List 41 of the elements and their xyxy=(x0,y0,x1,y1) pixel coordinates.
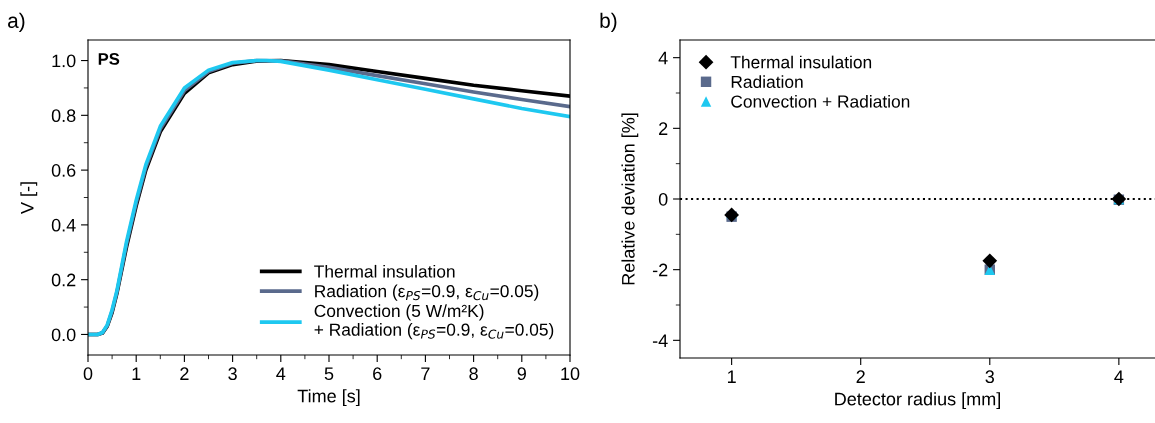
legend-label: Convection (5 W/m²K) + Radiation (ε$_{PS}$=0.9, ε$_{Cu}$=0.05) xyxy=(314,304,554,340)
x-tick-label: 1 xyxy=(727,370,736,383)
x-tick-label: 8 xyxy=(469,367,478,381)
y-tick-label: -4 xyxy=(652,334,668,347)
x-tick-label: 1 xyxy=(132,367,141,380)
y-tick-label: 4 xyxy=(658,51,668,65)
y-tick-label: 0 xyxy=(658,192,668,206)
point xyxy=(982,253,998,269)
x-tick-label: 3 xyxy=(228,367,237,381)
y-tick-label: 0.2 xyxy=(51,273,76,287)
legend-label: Thermal insulation xyxy=(730,55,872,69)
x-tick-label: 10 xyxy=(561,367,580,381)
x-tick-label: 6 xyxy=(373,367,382,381)
x-tick-label: 9 xyxy=(517,367,526,381)
y-axis-title: Relative deviation [%] xyxy=(621,113,639,285)
x-tick-label: 0 xyxy=(83,367,93,381)
x-tick-label: 3 xyxy=(985,370,995,384)
x-tick-label: 4 xyxy=(276,367,286,380)
legend-label: Thermal insulation xyxy=(314,264,455,278)
x-axis-title: Time [s] xyxy=(297,389,360,407)
x-tick-label: 5 xyxy=(324,367,334,381)
legend-label: Radiation xyxy=(731,75,803,89)
x-tick-label: 4 xyxy=(1114,370,1124,383)
y-tick-label: 0.4 xyxy=(51,218,76,232)
y-tick-label: 1.0 xyxy=(52,54,76,68)
point xyxy=(724,207,739,223)
y-tick-label: -2 xyxy=(652,263,668,277)
x-axis-title: Detector radius [mm] xyxy=(835,392,1000,410)
text: a) xyxy=(8,12,25,33)
legend-label: Radiation (ε$_{PS}$=0.9, ε$_{Cu}$=0.05) xyxy=(315,284,539,301)
y-tick-label: 0.0 xyxy=(51,328,76,342)
annotation: PS xyxy=(98,53,120,65)
x-tick-label: 2 xyxy=(856,370,865,383)
legend-label: Convection + Radiation xyxy=(731,94,910,108)
x-tick-label: 7 xyxy=(421,367,430,380)
y-axis-title: V [-] xyxy=(20,182,38,214)
y-tick-label: 2 xyxy=(659,122,668,135)
y-tick-label: 0.8 xyxy=(51,109,76,123)
text: b) xyxy=(600,12,617,33)
x-tick-label: 2 xyxy=(180,367,189,380)
y-tick-label: 0.6 xyxy=(51,164,76,177)
